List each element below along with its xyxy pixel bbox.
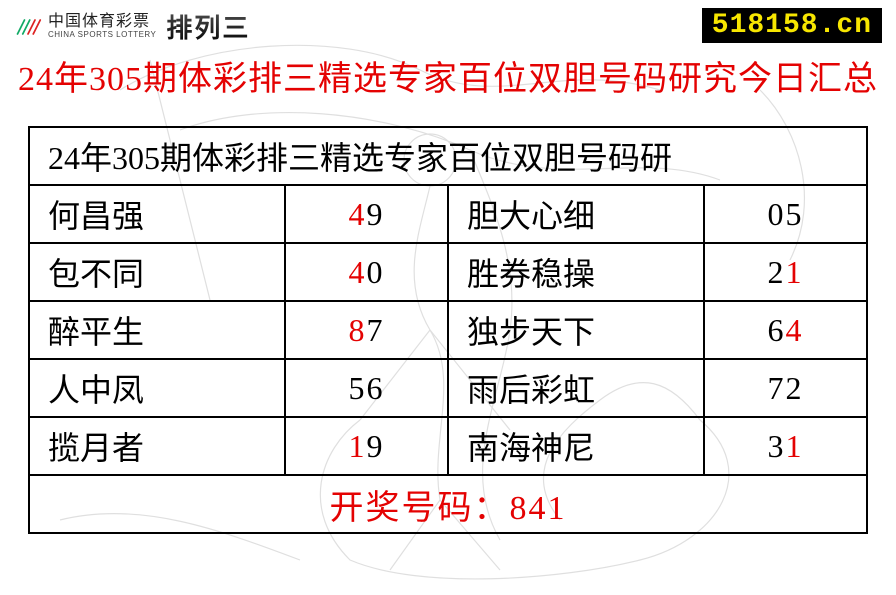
- digit: 0: [367, 254, 385, 291]
- table-row: 何昌强49胆大心细05: [29, 185, 867, 243]
- logo-text-block: 中国体育彩票 CHINA SPORTS LOTTERY: [48, 14, 156, 39]
- digit: 5: [349, 370, 367, 407]
- digit: 4: [786, 312, 804, 349]
- logo-cn-text: 中国体育彩票: [48, 14, 156, 30]
- right-name-cell: 独步天下: [448, 301, 704, 359]
- result-label: 开奖号码：: [330, 490, 510, 527]
- page-title: 24年305期体彩排三精选专家百位双胆号码研究今日汇总: [0, 51, 896, 100]
- site-badge: 518158.cn: [702, 8, 882, 43]
- digit: 9: [367, 196, 385, 233]
- logo-en-text: CHINA SPORTS LOTTERY: [48, 30, 156, 39]
- left-number-cell: 56: [285, 359, 448, 417]
- digit: 4: [349, 196, 367, 233]
- digit: 1: [349, 428, 367, 465]
- table-row: 醉平生87独步天下64: [29, 301, 867, 359]
- left-name-cell: 揽月者: [29, 417, 285, 475]
- left-name-cell: 何昌强: [29, 185, 285, 243]
- table-row: 包不同40胜券稳操21: [29, 243, 867, 301]
- digit: 6: [367, 370, 385, 407]
- logo-block: 中国体育彩票 CHINA SPORTS LOTTERY 排列三: [14, 8, 250, 45]
- left-name-cell: 人中凤: [29, 359, 285, 417]
- digit: 1: [786, 254, 804, 291]
- right-name-cell: 胜券稳操: [448, 243, 704, 301]
- left-number-cell: 40: [285, 243, 448, 301]
- digit: 6: [768, 312, 786, 349]
- left-name-cell: 醉平生: [29, 301, 285, 359]
- right-number-cell: 21: [704, 243, 867, 301]
- table-row: 人中凤56雨后彩虹72: [29, 359, 867, 417]
- digit: 2: [786, 370, 804, 407]
- digit: 0: [768, 196, 786, 233]
- right-name-cell: 雨后彩虹: [448, 359, 704, 417]
- digit: 5: [786, 196, 804, 233]
- digit: 7: [367, 312, 385, 349]
- header: 中国体育彩票 CHINA SPORTS LOTTERY 排列三 518158.c…: [0, 0, 896, 45]
- right-number-cell: 72: [704, 359, 867, 417]
- result-number: 841: [510, 490, 567, 527]
- table-row: 揽月者19南海神尼31: [29, 417, 867, 475]
- lottery-logo-icon: [14, 13, 42, 41]
- right-number-cell: 05: [704, 185, 867, 243]
- right-name-cell: 南海神尼: [448, 417, 704, 475]
- digit: 4: [349, 254, 367, 291]
- left-number-cell: 19: [285, 417, 448, 475]
- right-number-cell: 64: [704, 301, 867, 359]
- result-cell: 开奖号码：841: [29, 475, 867, 533]
- right-number-cell: 31: [704, 417, 867, 475]
- left-name-cell: 包不同: [29, 243, 285, 301]
- digit: 9: [367, 428, 385, 465]
- logo-brand: 排列三: [166, 8, 250, 45]
- digit: 3: [768, 428, 786, 465]
- left-number-cell: 87: [285, 301, 448, 359]
- digit: 7: [768, 370, 786, 407]
- left-number-cell: 49: [285, 185, 448, 243]
- digit: 1: [786, 428, 804, 465]
- table-header: 24年305期体彩排三精选专家百位双胆号码研: [29, 127, 867, 185]
- digit: 8: [349, 312, 367, 349]
- digit: 2: [768, 254, 786, 291]
- right-name-cell: 胆大心细: [448, 185, 704, 243]
- experts-table: 24年305期体彩排三精选专家百位双胆号码研 何昌强49胆大心细05包不同40胜…: [28, 126, 868, 534]
